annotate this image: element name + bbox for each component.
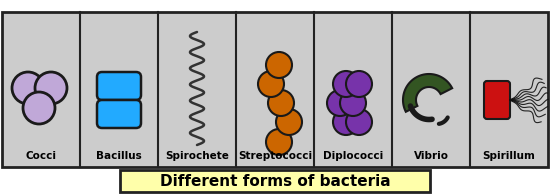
Circle shape [23, 92, 55, 124]
Circle shape [333, 109, 359, 135]
Text: Vibrio: Vibrio [414, 151, 448, 161]
Circle shape [346, 109, 372, 135]
Circle shape [12, 72, 44, 104]
Text: Streptococci: Streptococci [238, 151, 312, 161]
Circle shape [327, 90, 353, 116]
Text: Spirochete: Spirochete [165, 151, 229, 161]
Circle shape [258, 71, 284, 97]
Circle shape [266, 129, 292, 155]
Text: Cocci: Cocci [25, 151, 57, 161]
Circle shape [268, 90, 294, 116]
Circle shape [346, 71, 372, 97]
FancyBboxPatch shape [484, 81, 510, 119]
Text: Diplococci: Diplococci [323, 151, 383, 161]
FancyBboxPatch shape [97, 72, 141, 100]
Circle shape [333, 71, 359, 97]
Polygon shape [403, 74, 452, 112]
Text: Different forms of bacteria: Different forms of bacteria [160, 174, 390, 189]
FancyBboxPatch shape [97, 100, 141, 128]
Circle shape [276, 109, 302, 135]
Circle shape [266, 52, 292, 78]
Text: Bacillus: Bacillus [96, 151, 142, 161]
Text: Spirillum: Spirillum [482, 151, 536, 161]
Bar [120, 170, 430, 192]
Bar [2, 12, 548, 167]
Circle shape [35, 72, 67, 104]
Circle shape [340, 90, 366, 116]
